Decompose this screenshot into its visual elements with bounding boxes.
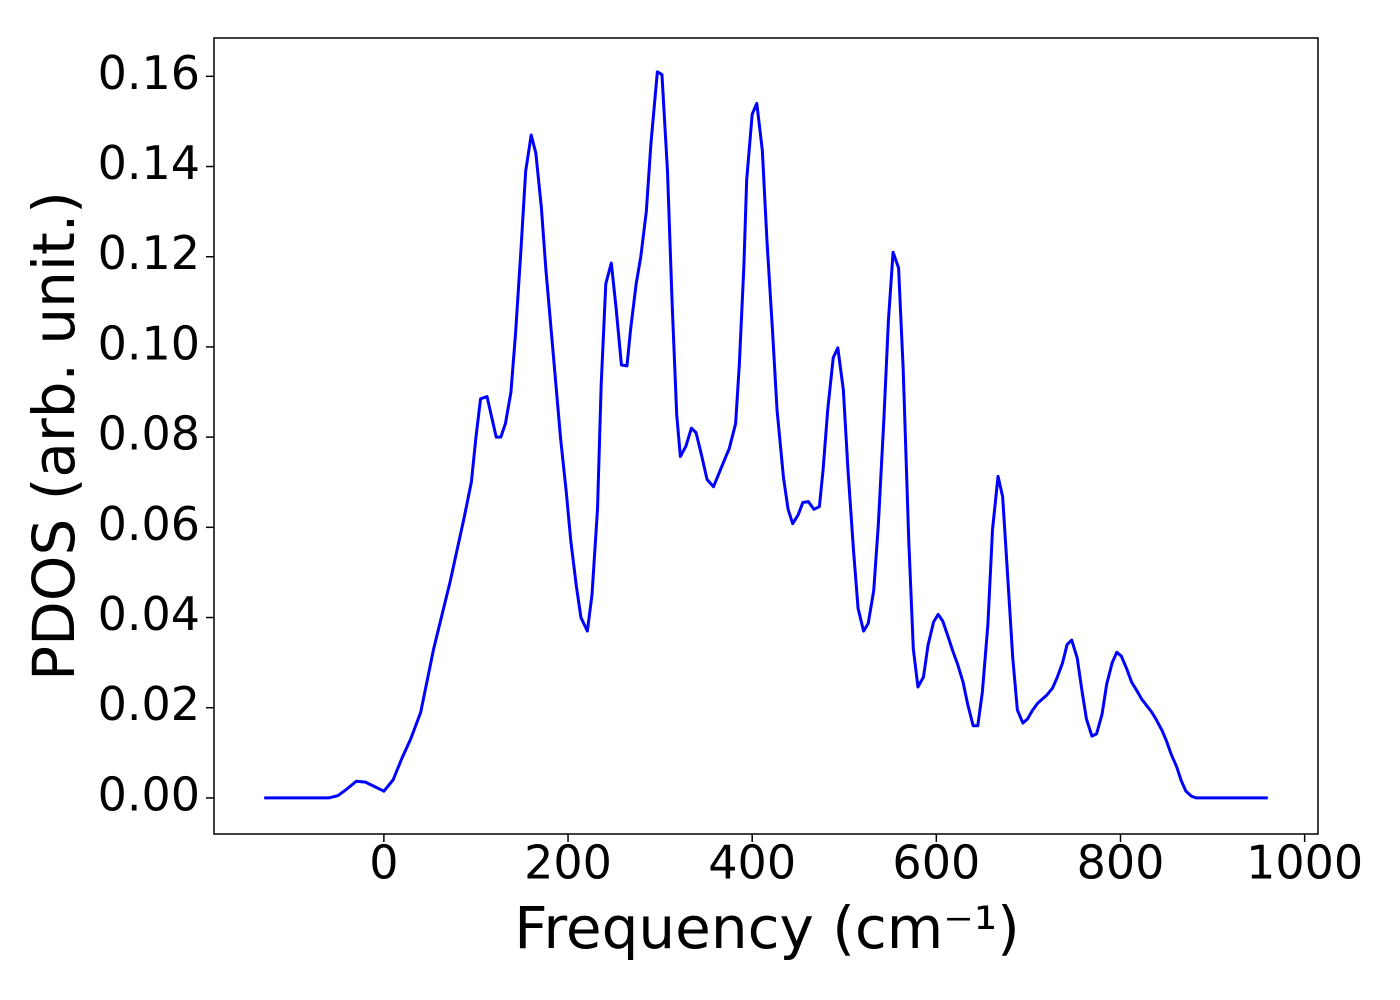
x-tick-label: 0: [369, 836, 398, 890]
y-tick-label: 0.06: [98, 497, 200, 551]
y-tick-label: 0.14: [98, 136, 200, 190]
x-tick-label: 800: [1077, 836, 1165, 890]
y-tick-label: 0.12: [98, 226, 200, 280]
x-tick-label: 1000: [1246, 836, 1363, 890]
y-tick-label: 0.08: [98, 407, 200, 461]
pdos-line: [264, 70, 1268, 800]
y-tick-label: 0.02: [98, 677, 200, 731]
y-tick-label: 0.04: [98, 587, 200, 641]
x-tick-label: 600: [892, 836, 980, 890]
x-tick-label: 200: [524, 836, 612, 890]
x-tick-label: 400: [708, 836, 796, 890]
x-axis-label: Frequency (cm⁻¹): [514, 894, 1020, 962]
y-tick-label: 0.00: [98, 767, 200, 821]
y-tick-label: 0.16: [98, 46, 200, 100]
plot-frame: [213, 37, 1319, 835]
y-tick-label: 0.10: [98, 316, 200, 370]
y-axis-label: PDOS (arb. unit.): [20, 191, 88, 681]
